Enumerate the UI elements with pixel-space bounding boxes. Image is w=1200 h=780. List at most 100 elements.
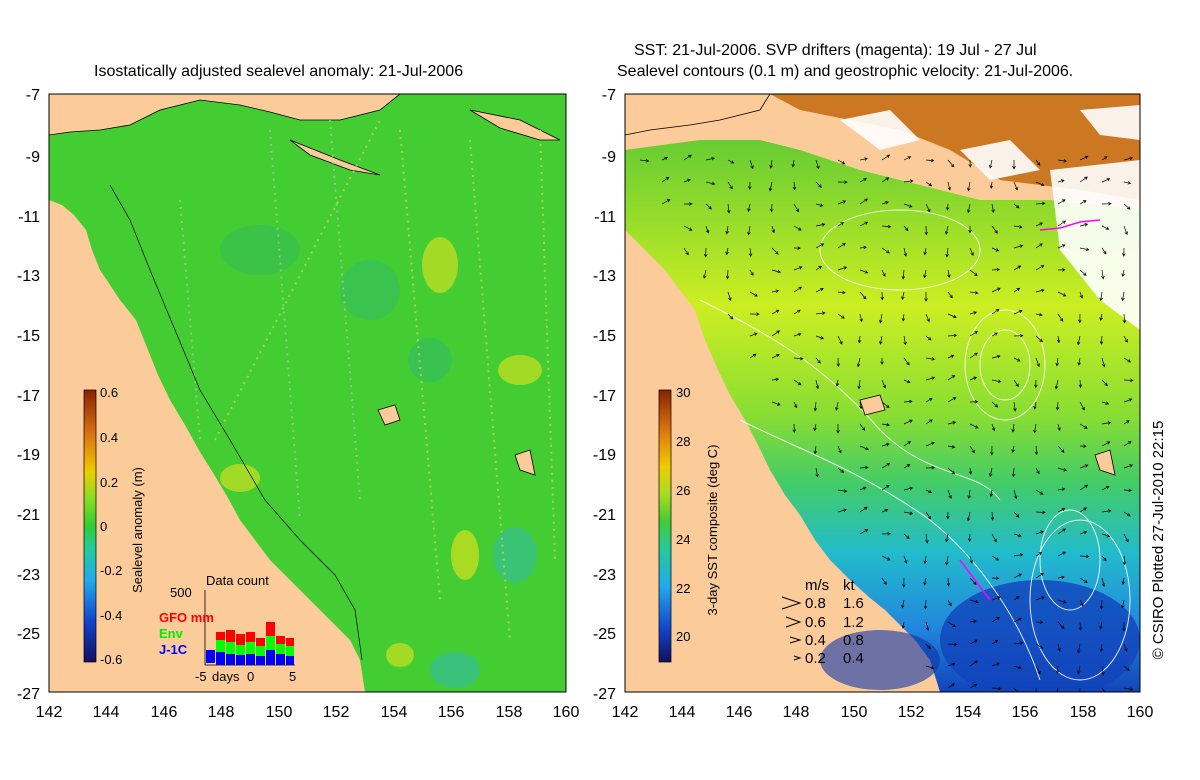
- velocity-arrow: [923, 577, 927, 586]
- svg-text:-25: -25: [593, 626, 616, 643]
- svg-text:0.8: 0.8: [843, 632, 864, 649]
- velocity-arrow: [835, 379, 840, 387]
- svg-text:-21: -21: [593, 507, 616, 524]
- data-count-inset: Data count 500 GFO mm Env J-1C -5 days 0…: [159, 573, 296, 684]
- velocity-arrow: [881, 463, 891, 469]
- svg-text:142: 142: [36, 704, 63, 720]
- velocity-arrow: [1101, 269, 1105, 280]
- velocity-arrow: [903, 379, 911, 384]
- velocity-arrow: [990, 511, 995, 521]
- velocity-arrow: [947, 445, 956, 449]
- velocity-arrow: [1057, 179, 1065, 183]
- svg-text:158: 158: [496, 704, 523, 720]
- velocity-arrow: [1123, 420, 1130, 425]
- velocity-arrow: [1079, 530, 1088, 535]
- right-x-axis: 142 144 146 148 150 152 154 156 158 160: [612, 704, 1154, 720]
- velocity-arrow: [1057, 528, 1067, 535]
- velocity-arrow: [988, 467, 993, 478]
- velocity-arrow: [969, 352, 978, 359]
- velocity-arrow: [1057, 575, 1065, 580]
- velocity-arrow: [903, 156, 912, 161]
- velocity-arrow: [1035, 288, 1045, 293]
- velocity-arrow: [903, 533, 910, 539]
- velocity-arrow: [749, 269, 754, 276]
- velocity-arrow: [925, 313, 930, 323]
- velocity-arrow: [836, 357, 840, 368]
- svg-text:160: 160: [553, 704, 580, 720]
- sst-colorbar-ticks: 30 28 26 24 22 20: [676, 385, 690, 644]
- velocity-arrow: [1057, 159, 1068, 163]
- velocity-arrow: [903, 486, 914, 491]
- velocity-arrow: [1099, 599, 1104, 610]
- velocity-arrow: [813, 445, 818, 455]
- velocity-arrow: [1013, 533, 1022, 538]
- velocity-arrow: [1079, 223, 1089, 227]
- velocity-arrow: [1035, 313, 1043, 317]
- velocity-arrow: [705, 225, 710, 234]
- velocity-arrow: [880, 291, 884, 301]
- velocity-arrow: [1101, 357, 1106, 368]
- velocity-arrows: [639, 154, 1134, 692]
- velocity-arrow: [1013, 203, 1020, 209]
- velocity-arrow: [771, 309, 780, 315]
- velocity-arrow: [856, 357, 861, 368]
- velocity-arrow: [901, 599, 905, 609]
- svg-text:28: 28: [676, 434, 690, 449]
- velocity-arrow: [879, 313, 883, 324]
- svg-text:-7: -7: [602, 87, 616, 104]
- velocity-arrow: [947, 291, 953, 299]
- velocity-arrow: [859, 506, 868, 513]
- velocity-arrow: [947, 621, 956, 627]
- velocity-arrow: [969, 331, 979, 337]
- velocity-arrow: [947, 333, 958, 338]
- velocity-arrow: [1123, 488, 1133, 493]
- velocity-arrow: [881, 423, 890, 427]
- velocity-arrow: [683, 202, 693, 206]
- velocity-arrow: [901, 313, 906, 322]
- velocity-arrow: [1057, 220, 1067, 227]
- velocity-arrow: [705, 156, 715, 161]
- svg-text:0: 0: [100, 519, 107, 534]
- svg-text:0.2: 0.2: [100, 475, 118, 490]
- velocity-arrow: [881, 508, 889, 513]
- velocity-arrow: [923, 247, 927, 256]
- velocity-arrow: [903, 399, 913, 404]
- velocity-arrow: [1101, 533, 1111, 538]
- velocity-arrow: [727, 159, 735, 164]
- velocity-arrow: [1079, 247, 1090, 252]
- velocity-arrow: [859, 178, 867, 183]
- velocity-arrow: [1013, 553, 1024, 557]
- velocity-arrow: [1035, 201, 1046, 206]
- velocity-arrow: [947, 313, 957, 319]
- velocity-arrow: [768, 181, 773, 192]
- velocity-arrow: [879, 335, 883, 345]
- velocity-arrow: [1123, 533, 1129, 543]
- velocity-arrow: [837, 159, 846, 165]
- velocity-arrow: [881, 154, 891, 161]
- velocity-arrow: [1011, 467, 1016, 478]
- velocity-arrow: [747, 225, 751, 236]
- velocity-arrow: [969, 445, 975, 454]
- velocity-arrow: [1035, 596, 1045, 601]
- velocity-arrow: [947, 662, 956, 667]
- velocity-arrow: [815, 335, 825, 340]
- velocity-arrow: [991, 555, 1000, 561]
- velocity-arrow: [1121, 291, 1125, 302]
- velocity-arrow: [727, 313, 734, 320]
- velocity-arrow: [925, 643, 931, 650]
- velocity-arrow: [990, 445, 994, 456]
- velocity-arrow: [1013, 244, 1024, 249]
- velocity-arrow: [903, 464, 911, 469]
- velocity-arrow: [946, 577, 951, 587]
- velocity-arrow: [881, 177, 890, 183]
- velocity-arrow: [1079, 464, 1089, 469]
- sla-colorbar-label: Sealevel anomaly (m): [130, 467, 145, 593]
- velocity-arrow: [969, 400, 979, 404]
- velocity-arrow: [1057, 291, 1067, 297]
- velocity-arrow: [925, 203, 931, 213]
- velocity-arrow: [945, 247, 949, 258]
- sst-map: -7 -9 -11 -13 -15 -17 -19 -21 -23 -25 -2…: [593, 87, 1167, 720]
- velocity-arrow: [1035, 265, 1045, 271]
- velocity-arrow: [859, 465, 869, 470]
- velocity-arrow: [947, 489, 952, 499]
